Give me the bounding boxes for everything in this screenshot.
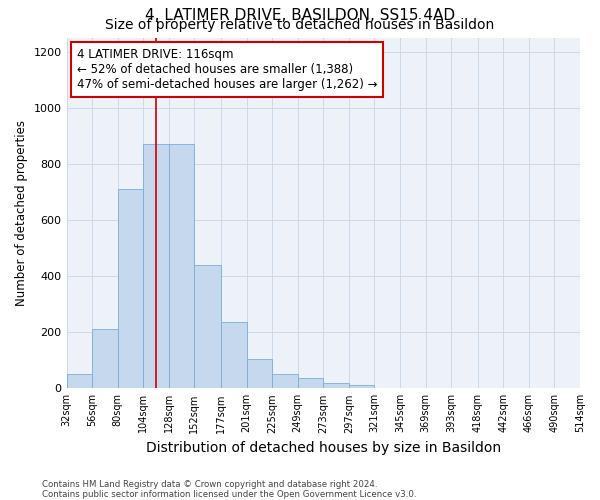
Bar xyxy=(323,382,349,388)
Bar xyxy=(143,144,169,388)
Text: Contains HM Land Registry data © Crown copyright and database right 2024.
Contai: Contains HM Land Registry data © Crown c… xyxy=(42,480,416,499)
Text: 4, LATIMER DRIVE, BASILDON, SS15 4AD: 4, LATIMER DRIVE, BASILDON, SS15 4AD xyxy=(145,8,455,22)
Bar xyxy=(247,359,272,388)
Bar xyxy=(194,265,221,388)
Bar xyxy=(221,322,247,388)
Bar xyxy=(349,386,374,388)
Bar xyxy=(92,330,118,388)
Text: 4 LATIMER DRIVE: 116sqm
← 52% of detached houses are smaller (1,388)
47% of semi: 4 LATIMER DRIVE: 116sqm ← 52% of detache… xyxy=(77,48,377,91)
Bar xyxy=(272,374,298,388)
Bar xyxy=(118,189,143,388)
Bar xyxy=(67,374,92,388)
Bar xyxy=(298,378,323,388)
X-axis label: Distribution of detached houses by size in Basildon: Distribution of detached houses by size … xyxy=(146,441,501,455)
Bar xyxy=(169,144,194,388)
Text: Size of property relative to detached houses in Basildon: Size of property relative to detached ho… xyxy=(106,18,494,32)
Y-axis label: Number of detached properties: Number of detached properties xyxy=(15,120,28,306)
